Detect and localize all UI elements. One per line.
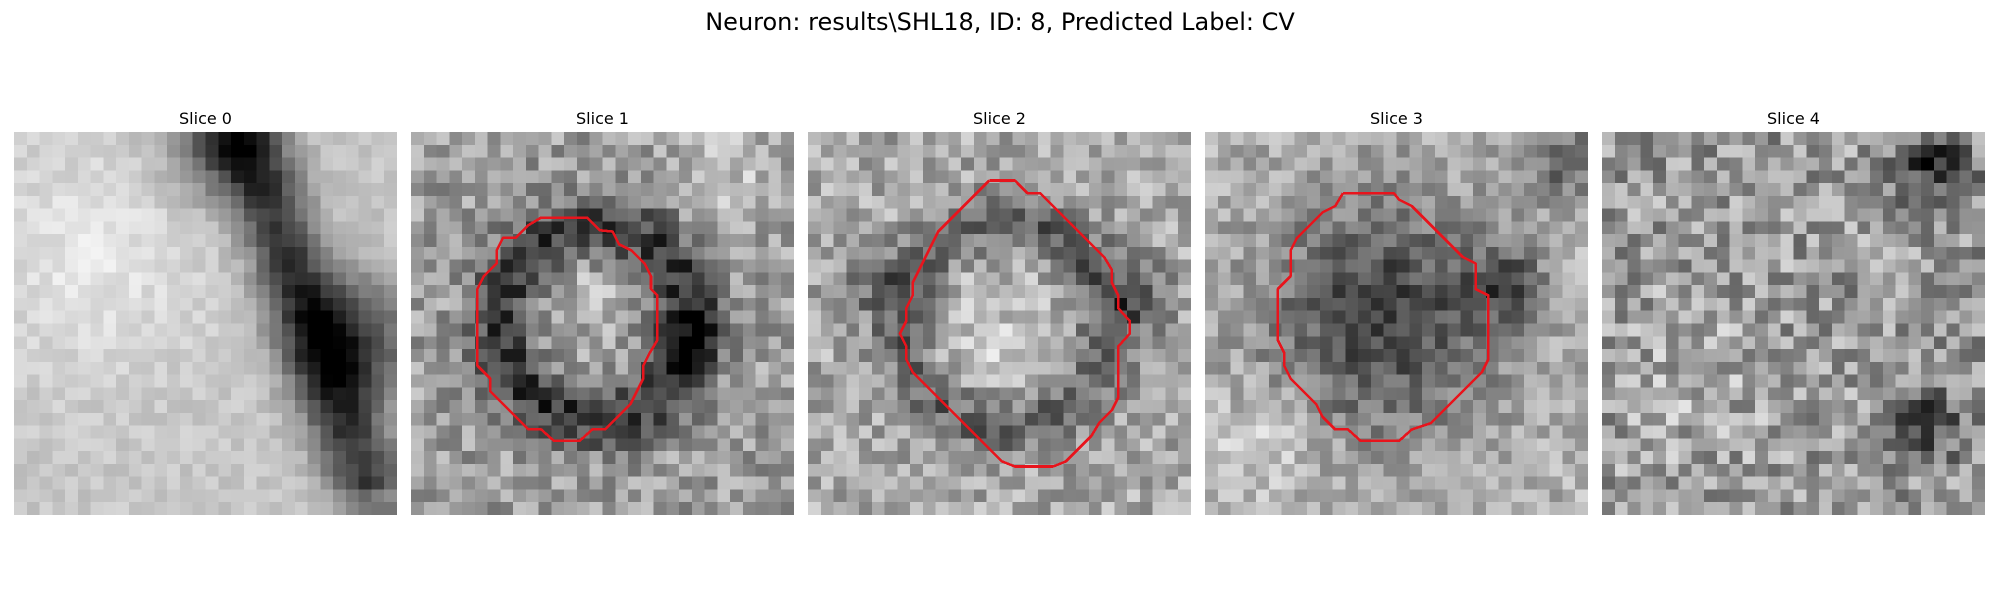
slice-image [14,132,397,515]
slice-title: Slice 1 [576,109,629,128]
pixel-grid [1602,132,1985,515]
slice-title: Slice 2 [973,109,1026,128]
slice-image [1205,132,1588,515]
slice-title: Slice 3 [1370,109,1423,128]
slice-panel-3: Slice 3 [1205,108,1588,515]
figure-title: Neuron: results\SHL18, ID: 8, Predicted … [705,8,1295,36]
slice-image [808,132,1191,515]
roi-contour [898,179,1131,468]
slice-panel-1: Slice 1 [411,108,794,515]
slice-image [1602,132,1985,515]
slice-panel-4: Slice 4 [1602,108,1985,515]
pixel-grid [1205,132,1588,515]
slice-title: Slice 4 [1767,109,1820,128]
slice-image [411,132,794,515]
pixel-grid [411,132,794,515]
pixel-grid [808,132,1191,515]
slice-panel-0: Slice 0 [14,108,397,515]
roi-contour [1276,192,1490,443]
slice-title: Slice 0 [179,109,232,128]
slice-panel-2: Slice 2 [808,108,1191,515]
roi-contour [476,216,659,443]
pixel-grid [14,132,397,515]
